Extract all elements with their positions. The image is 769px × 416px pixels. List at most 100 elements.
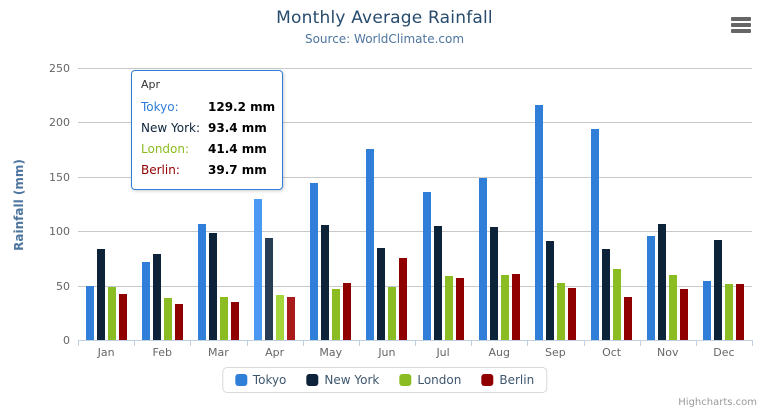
bar-tokyo[interactable] [478,178,487,340]
bar-london[interactable] [219,297,228,340]
x-axis-label: Feb [152,346,172,359]
y-axis-tick-label: 100 [49,225,70,239]
bar-london[interactable] [725,284,734,340]
x-axis-label: Aug [488,346,510,359]
burger-bar [731,23,751,27]
bar-new-york[interactable] [489,226,498,340]
bar-berlin[interactable] [567,288,576,340]
gridline [78,176,752,178]
bar-london[interactable] [500,275,509,340]
legend-label: Tokyo [252,373,287,387]
bar-new-york[interactable] [152,254,161,340]
tooltip-series-value: 93.4 mm [208,121,267,135]
bar-berlin[interactable] [287,296,296,340]
x-axis-line [78,340,753,341]
legend-label: Berlin [499,373,535,387]
bar-berlin[interactable] [174,303,183,340]
bar-tokyo[interactable] [85,285,94,340]
bar-new-york[interactable] [265,238,274,340]
x-axis-tick [583,341,585,346]
legend-item-berlin[interactable]: Berlin [481,373,534,387]
legend-item-london[interactable]: London [399,373,461,387]
chart-title: Monthly Average Rainfall [276,8,493,28]
x-axis-tick [415,341,416,346]
bar-new-york[interactable] [658,224,667,340]
bar-berlin[interactable] [230,302,239,340]
bar-london[interactable] [669,275,678,340]
x-axis-label: Jul [436,346,450,359]
bar-tokyo[interactable] [197,224,206,340]
y-axis-tick-label: 250 [49,62,70,75]
bar-london[interactable] [332,288,341,340]
bar-tokyo[interactable] [534,104,543,340]
bar-berlin[interactable] [455,277,464,340]
bar-tokyo[interactable] [591,128,600,340]
bar-berlin[interactable] [736,284,745,340]
chart-subtitle: Source: WorldClimate.com [304,32,465,46]
x-axis-label: May [319,346,343,359]
tooltip-row: Berlin: 39.7 mm [141,160,273,181]
tooltip-series-label: London: [141,142,190,156]
gridline [78,285,752,287]
legend-item-new-york[interactable]: New York [306,373,379,387]
bar-tokyo[interactable] [254,199,263,340]
bar-berlin[interactable] [118,293,127,340]
legend-item-tokyo[interactable]: Tokyo [234,373,287,387]
bar-new-york[interactable] [433,225,442,340]
bar-tokyo[interactable] [647,235,656,340]
bar-berlin[interactable] [624,297,633,340]
highcharts-credits-link[interactable]: Highcharts.com [678,397,757,408]
x-axis-label: Oct [602,346,622,359]
y-axis-tick-label: 0 [63,334,70,347]
bar-new-york[interactable] [321,224,330,340]
bar-london[interactable] [163,297,172,340]
bar-berlin[interactable] [343,282,352,340]
bar-london[interactable] [613,269,622,340]
x-axis-label: Apr [265,346,285,359]
bar-tokyo[interactable] [366,148,375,340]
tooltip-series-value: 39.7 mm [208,163,267,177]
bar-london[interactable] [107,286,116,340]
bar-new-york[interactable] [545,240,554,340]
x-axis-label: Sep [545,346,566,359]
x-axis-label: Jan [97,346,115,359]
bar-new-york[interactable] [208,232,217,340]
export-menu-icon[interactable] [731,17,751,33]
bar-tokyo[interactable] [141,262,150,340]
bar-berlin[interactable] [511,274,520,340]
x-axis-label: Mar [208,346,229,359]
bar-london[interactable] [556,282,565,340]
legend-marker-icon [234,374,247,386]
tooltip-rows: Tokyo: 129.2 mm New York: 93.4 mm London: 41.… [141,97,275,181]
tooltip-row: London: 41.4 mm [141,139,273,160]
gridline [78,231,752,233]
x-axis-tick [358,341,360,346]
y-axis-tick-label: 200 [49,116,70,130]
y-axis-tick-label: 50 [56,279,70,293]
bar-new-york[interactable] [377,248,386,340]
bar-tokyo[interactable] [310,183,319,340]
bar-tokyo[interactable] [703,280,712,340]
x-axis-tick [78,341,79,346]
tooltip-series-label: Tokyo: [141,100,179,114]
bar-new-york[interactable] [602,249,611,340]
bar-london[interactable] [444,275,453,340]
y-axis-tick-label: 150 [49,170,70,184]
bar-tokyo[interactable] [422,192,431,340]
x-axis-label: Jun [378,346,396,359]
bar-new-york[interactable] [96,249,105,340]
bar-london[interactable] [388,287,397,340]
burger-bar [731,29,751,33]
x-axis-tick [639,341,641,346]
x-axis-label: Dec [713,346,735,359]
bar-new-york[interactable] [714,239,723,340]
legend: Tokyo New York London Berlin [221,367,548,393]
bar-berlin[interactable] [680,289,689,340]
x-axis-tick [695,341,697,346]
legend-label: New York [324,373,380,387]
burger-bar [731,17,751,21]
bar-berlin[interactable] [399,257,408,340]
bar-london[interactable] [276,294,285,340]
